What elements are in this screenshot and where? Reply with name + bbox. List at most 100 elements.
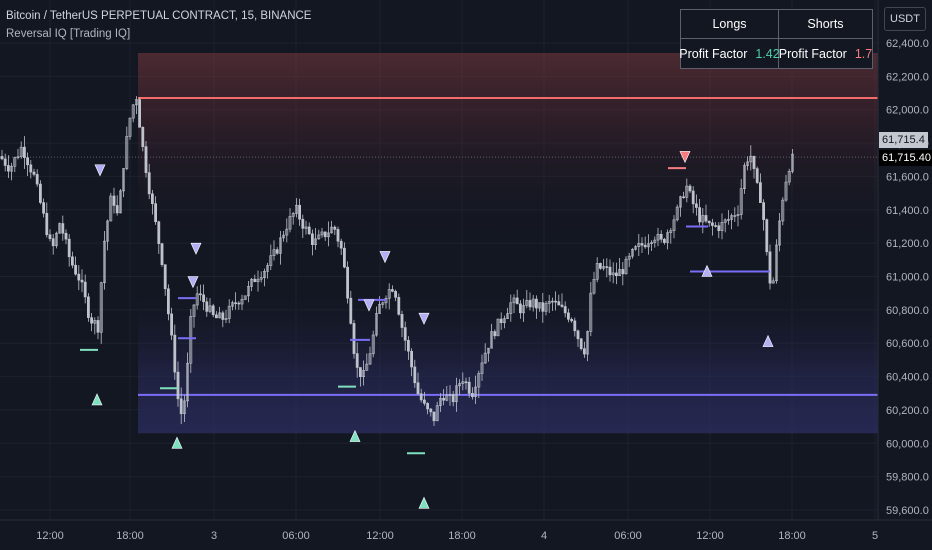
candle-body bbox=[445, 394, 449, 401]
candle-body bbox=[106, 220, 110, 242]
price-axis[interactable]: 62,400.062,200.062,000.061,800.061,600.0… bbox=[877, 0, 929, 520]
candle-body bbox=[589, 292, 593, 332]
candle-body bbox=[611, 272, 615, 276]
candle-body bbox=[701, 215, 705, 223]
candle-body bbox=[247, 286, 250, 297]
candle-body bbox=[653, 239, 657, 243]
candle-body bbox=[538, 302, 542, 309]
candle-body bbox=[240, 299, 244, 305]
candle-body bbox=[426, 403, 430, 410]
candle-body bbox=[390, 289, 394, 292]
candle-body bbox=[730, 215, 734, 220]
candle-body bbox=[99, 282, 103, 333]
candle-body bbox=[499, 318, 503, 324]
candle-body bbox=[294, 204, 298, 214]
candle-body bbox=[131, 104, 135, 119]
candle-body bbox=[138, 99, 142, 128]
last-price-tag: 61,715.4 bbox=[879, 132, 928, 148]
candle-body bbox=[518, 303, 522, 314]
candle-body bbox=[675, 206, 679, 221]
x-tick-label: 12:00 bbox=[696, 530, 724, 542]
candle-body bbox=[448, 394, 452, 396]
long-signal-triangle bbox=[762, 334, 774, 347]
candle-body bbox=[26, 157, 30, 166]
candle-body bbox=[582, 348, 586, 355]
candle-body bbox=[103, 240, 106, 284]
candle-body bbox=[739, 188, 743, 215]
long-signal-triangle bbox=[171, 436, 183, 449]
candle-body bbox=[678, 196, 682, 208]
longs-pf-label: Profit Factor bbox=[679, 46, 748, 61]
candle-body bbox=[202, 294, 206, 303]
candle-body bbox=[605, 266, 609, 268]
x-tick-label: 4 bbox=[541, 530, 547, 542]
y-tick-label: 60,600.0 bbox=[886, 338, 929, 350]
candle-body bbox=[170, 313, 174, 336]
candle-body bbox=[749, 155, 753, 163]
shorts-profit-factor: Profit Factor 1.7 bbox=[779, 39, 872, 68]
candle-body bbox=[477, 373, 481, 388]
candle-body bbox=[650, 242, 654, 245]
candle-body bbox=[189, 316, 193, 364]
currency-button[interactable]: USDT bbox=[884, 7, 926, 31]
candle-body bbox=[253, 278, 257, 283]
candle-body bbox=[48, 234, 52, 239]
candle-body bbox=[464, 381, 468, 384]
candle-body bbox=[259, 277, 263, 280]
candle-body bbox=[560, 304, 564, 307]
candle-body bbox=[183, 400, 186, 415]
candle-body bbox=[634, 246, 638, 250]
candle-body bbox=[467, 381, 471, 394]
time-axis[interactable]: 12:00 18:00 3 06:00 12:00 18:00 4 06:00 12:00 18:… bbox=[0, 519, 932, 542]
candle-body bbox=[3, 158, 7, 166]
candle-body bbox=[586, 331, 590, 355]
indicator-title[interactable]: Reversal IQ [Trading IQ] bbox=[6, 28, 131, 40]
candle-body bbox=[269, 255, 273, 266]
candle-body bbox=[13, 157, 17, 167]
candle-body bbox=[288, 216, 292, 230]
candle-body bbox=[419, 393, 423, 401]
long-signal-triangle bbox=[418, 496, 430, 509]
candle-body bbox=[205, 301, 209, 312]
candle-body bbox=[374, 313, 378, 336]
candle-body bbox=[774, 244, 778, 282]
y-tick-label: 59,600.0 bbox=[886, 505, 929, 517]
candle-body bbox=[659, 233, 663, 240]
candle-body bbox=[483, 352, 487, 364]
candle-body bbox=[400, 314, 404, 328]
candle-body bbox=[336, 229, 340, 242]
y-tick-label: 60,000.0 bbox=[886, 438, 929, 450]
long-signal-triangle bbox=[701, 264, 713, 277]
candle-body bbox=[262, 271, 266, 278]
candle-body bbox=[19, 146, 23, 158]
candle-body bbox=[310, 233, 314, 245]
candle-body bbox=[669, 230, 673, 233]
candle-body bbox=[570, 318, 574, 322]
y-tick-label: 60,200.0 bbox=[886, 405, 929, 417]
candle-body bbox=[352, 323, 356, 354]
candle-body bbox=[378, 304, 382, 314]
candle-body bbox=[429, 408, 433, 413]
candle-body bbox=[627, 255, 631, 260]
x-tick-label: 12:00 bbox=[36, 530, 64, 542]
signals-layer bbox=[91, 151, 774, 509]
candle-body bbox=[531, 298, 535, 308]
candle-body bbox=[282, 234, 286, 239]
candle-body bbox=[413, 366, 417, 384]
candle-body bbox=[307, 226, 311, 235]
y-tick-label: 61,000.0 bbox=[886, 272, 929, 284]
candle-body bbox=[733, 215, 737, 217]
candle-body bbox=[576, 330, 580, 340]
x-tick-label: 5 bbox=[872, 530, 878, 542]
candle-body bbox=[720, 222, 724, 231]
candle-body bbox=[87, 296, 90, 318]
candle-body bbox=[227, 305, 231, 319]
candle-body bbox=[688, 185, 692, 192]
candle-body bbox=[442, 397, 446, 401]
candle-body bbox=[643, 244, 647, 248]
long-signal-triangle bbox=[349, 429, 361, 442]
candle-body bbox=[349, 297, 353, 324]
candle-body bbox=[176, 371, 180, 400]
candle-body bbox=[342, 247, 346, 268]
